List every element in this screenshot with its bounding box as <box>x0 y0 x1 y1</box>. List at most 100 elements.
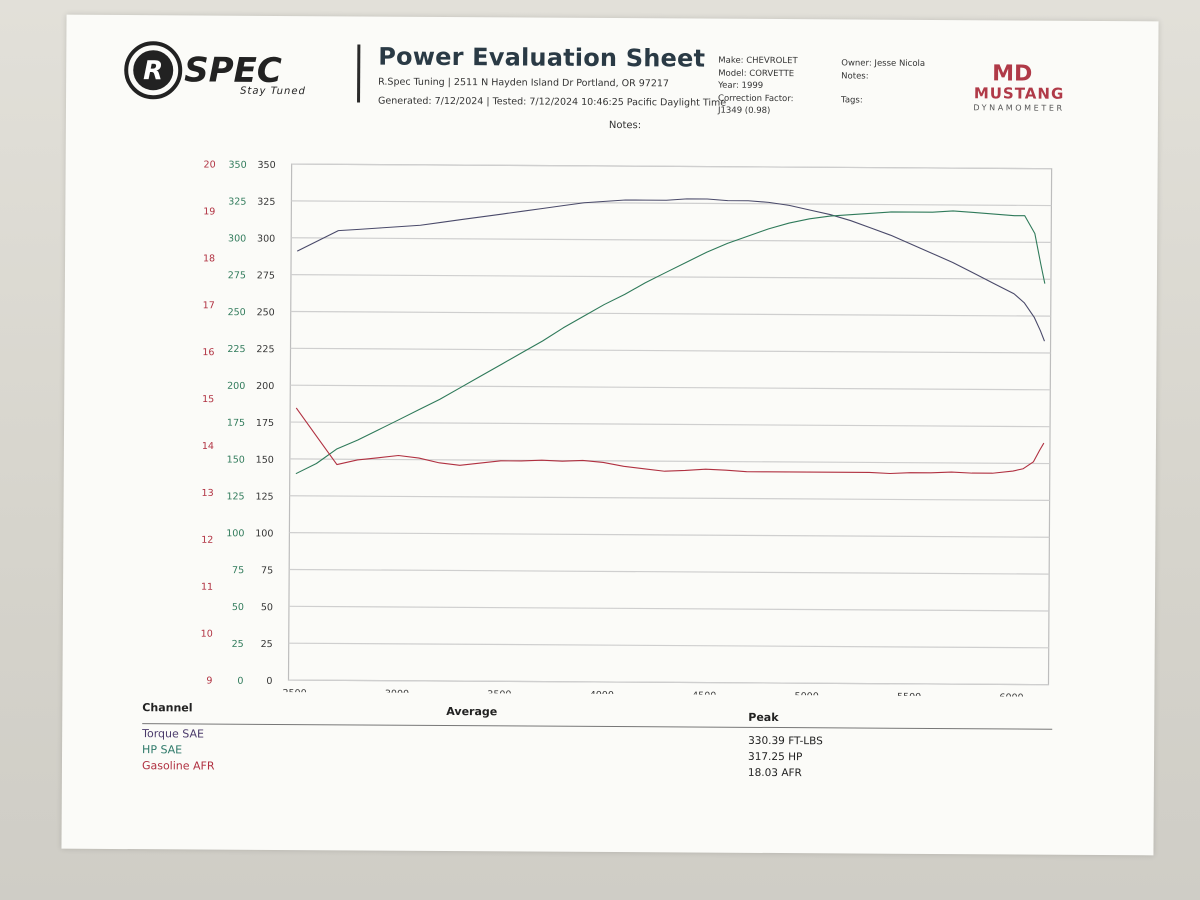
dyno-chart: 0 0 25 25 50 50 75 75 100 100 125 125 150 150 175 175 20… <box>201 160 1053 697</box>
torque-axis-tick: 25 <box>261 639 273 650</box>
rpm-axis-tick: 2500 <box>282 688 306 697</box>
afr-axis-tick: 9 <box>206 676 212 687</box>
torque-axis-tick: 0 <box>266 676 272 687</box>
rpm-axis-tick: 5500 <box>897 692 921 697</box>
h-gridline <box>290 310 1051 317</box>
h-gridline <box>291 163 1052 170</box>
afr-axis-tick: 18 <box>203 253 215 264</box>
afr-axis-tick: 20 <box>204 160 216 171</box>
row-afr-peak: 18.03 AFR <box>747 766 802 780</box>
h-gridline <box>291 200 1052 207</box>
h-gridline <box>290 274 1051 280</box>
evaluation-sheet: R SPEC Stay Tuned Power Evaluation Sheet… <box>61 14 1159 856</box>
chart-lines <box>295 198 1046 475</box>
torque-axis-tick: 175 <box>256 418 274 429</box>
col-peak: Peak <box>748 710 779 725</box>
afr-axis-tick: 10 <box>201 629 213 640</box>
correction-factor-label: Correction Factor: <box>718 93 794 104</box>
afr-line <box>295 407 1045 475</box>
afr-axis-tick: 16 <box>202 347 214 358</box>
h-gridline <box>288 679 1049 686</box>
hp-axis-tick: 350 <box>228 160 246 171</box>
torque-axis-tick: 300 <box>257 234 275 245</box>
torque-axis-tick: 200 <box>256 381 274 392</box>
hp-axis-tick: 150 <box>227 455 245 466</box>
chart-notes-label: Notes: <box>608 119 642 132</box>
afr-axis-tick: 12 <box>201 535 213 546</box>
col-channel: Channel <box>142 701 193 715</box>
hp-axis-tick: 75 <box>232 565 244 576</box>
vehicle-info: Make: CHEVROLET Model: CORVETTE Year: 19… <box>718 55 798 118</box>
row-afr-channel: Gasoline AFR <box>141 759 215 773</box>
logo-brand: SPEC <box>184 50 282 91</box>
h-gridline <box>289 568 1050 575</box>
h-gridline <box>289 495 1050 502</box>
torque-line <box>296 198 1045 342</box>
vehicle-model: Model: CORVETTE <box>718 68 795 79</box>
row-torque-channel: Torque SAE <box>142 727 205 741</box>
h-gridline <box>289 458 1050 465</box>
page-title: Power Evaluation Sheet <box>378 42 706 73</box>
title-block: Power Evaluation Sheet R.Spec Tuning | 2… <box>378 43 726 109</box>
torque-axis-tick: 350 <box>257 160 275 171</box>
md-monogram: MD <box>992 61 1032 86</box>
shop-address: R.Spec Tuning | 2511 N Hayden Island Dr … <box>378 76 670 90</box>
owner-info: Owner: Jesse Nicola Notes: Tags: <box>841 57 925 107</box>
hp-axis-tick: 0 <box>237 676 243 687</box>
svg-text:R: R <box>143 56 163 86</box>
h-gridline <box>290 421 1051 428</box>
hp-axis-tick: 225 <box>227 344 245 355</box>
h-gridline <box>290 347 1051 354</box>
hp-axis-tick: 325 <box>228 197 246 208</box>
owner-name: Owner: Jesse Nicola <box>841 58 926 69</box>
afr-axis-tick: 17 <box>203 300 215 311</box>
col-average: Average <box>446 705 498 719</box>
row-hp-channel: HP SAE <box>142 743 183 757</box>
hp-axis-tick: 100 <box>226 528 244 539</box>
table-divider <box>142 723 1053 730</box>
hp-axis-tick: 175 <box>227 418 245 429</box>
row-hp-peak: 317.25 HP <box>747 750 803 764</box>
row-torque-peak: 330.39 FT-LBS <box>748 734 823 748</box>
afr-axis-tick: 11 <box>201 582 213 593</box>
rpm-axis-tick: 4000 <box>590 690 614 697</box>
afr-axis-tick: 13 <box>202 488 214 499</box>
h-gridline <box>289 532 1050 538</box>
hp-axis-tick: 25 <box>232 639 244 650</box>
generated-tested: Generated: 7/12/2024 | Tested: 7/12/2024… <box>378 95 727 109</box>
hp-axis-tick: 200 <box>227 381 245 392</box>
torque-axis-tick: 75 <box>261 565 273 576</box>
hp-axis-tick: 50 <box>232 602 244 613</box>
afr-axis-tick: 19 <box>203 206 215 217</box>
chart-ticks: 0 0 25 25 50 50 75 75 100 100 125 125 150 150 175 175 20… <box>201 160 1024 697</box>
rpm-axis-tick: 3500 <box>487 689 511 697</box>
afr-axis-tick: 15 <box>202 394 214 405</box>
md-word-mustang: MUSTANG <box>974 84 1065 103</box>
torque-axis-tick: 100 <box>255 528 273 539</box>
hp-axis-tick: 300 <box>228 233 246 244</box>
rpm-axis-tick: 5000 <box>795 691 819 697</box>
owner-tags: Tags: <box>841 95 863 106</box>
channel-table: Channel Average Peak Torque SAE HP SAE G… <box>142 701 1053 779</box>
hp-axis-tick: 275 <box>228 270 246 281</box>
h-gridline <box>288 605 1049 612</box>
rspec-logo: R SPEC Stay Tuned <box>124 41 306 100</box>
h-gridline <box>291 237 1052 244</box>
logo-divider <box>357 44 361 103</box>
h-gridline <box>288 642 1049 649</box>
torque-axis-tick: 275 <box>257 270 275 281</box>
md-word-dynamometer: DYNAMOMETER <box>973 103 1064 113</box>
mustang-dyno-logo: MD MUSTANG DYNAMOMETER <box>973 61 1065 113</box>
rpm-axis-tick: 6000 <box>999 692 1023 696</box>
torque-axis-tick: 150 <box>256 455 274 466</box>
hp-axis-tick: 125 <box>226 491 244 502</box>
torque-axis-tick: 325 <box>257 197 275 208</box>
rpm-axis-tick: 4500 <box>692 691 716 697</box>
torque-axis-tick: 250 <box>257 307 275 318</box>
correction-factor-value: J1349 (0.98) <box>717 106 771 117</box>
chart-grid <box>287 163 1053 686</box>
hp-axis-tick: 250 <box>228 307 246 318</box>
vehicle-year: Year: 1999 <box>718 80 764 92</box>
h-gridline <box>290 384 1051 391</box>
rpm-axis-tick: 3000 <box>385 689 409 697</box>
